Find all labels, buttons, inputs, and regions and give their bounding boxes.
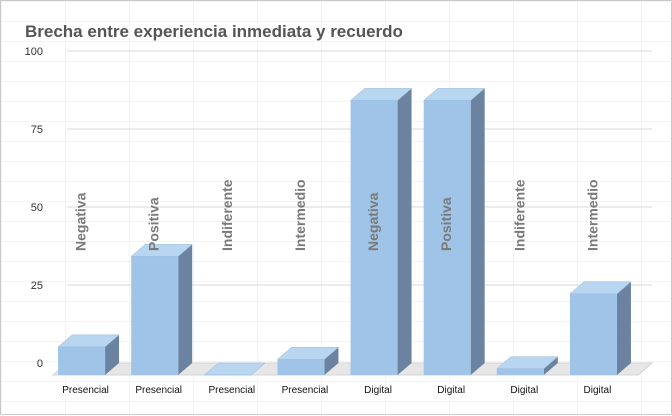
bar-side	[470, 88, 485, 375]
y-tick-label: 0	[37, 358, 43, 370]
bar-series-label: Intermedio	[292, 179, 308, 251]
bar-side	[543, 356, 558, 375]
bar-side	[397, 88, 412, 375]
y-tick-label: 100	[25, 46, 43, 58]
x-tick-label: Presencial	[62, 385, 109, 396]
bar-series-label: Indiferente	[219, 179, 235, 251]
y-tick-label: 25	[31, 280, 43, 292]
bar-series-label: Intermedio	[584, 179, 600, 251]
x-tick-label: Digital	[510, 385, 538, 396]
bar-series-label: Negativa	[365, 192, 381, 251]
x-tick-label: Presencial	[208, 385, 255, 396]
bar-series-label: Negativa	[73, 192, 89, 251]
y-tick-label: 50	[31, 202, 43, 214]
bar	[131, 256, 179, 375]
bar	[569, 293, 617, 375]
x-tick-label: Presencial	[282, 385, 329, 396]
bar-side	[616, 281, 631, 375]
bar	[58, 346, 106, 375]
bar-top	[203, 362, 266, 376]
bar-series-label: Positiva	[438, 197, 454, 251]
bar-series-label: Indiferente	[511, 179, 527, 251]
x-tick-label: Digital	[584, 385, 612, 396]
y-tick-label: 75	[31, 124, 43, 136]
bar-side	[105, 334, 120, 375]
bar	[350, 100, 398, 375]
bar	[423, 100, 471, 375]
x-tick-label: Digital	[437, 385, 465, 396]
bar-side	[324, 347, 339, 375]
chart-title: Brecha entre experiencia inmediata y rec…	[25, 22, 403, 41]
bar-side	[178, 244, 193, 375]
x-tick-label: Presencial	[135, 385, 182, 396]
bar-series-label: Positiva	[146, 197, 162, 251]
bar	[496, 368, 544, 375]
x-tick-label: Digital	[364, 385, 392, 396]
bar	[277, 359, 325, 375]
